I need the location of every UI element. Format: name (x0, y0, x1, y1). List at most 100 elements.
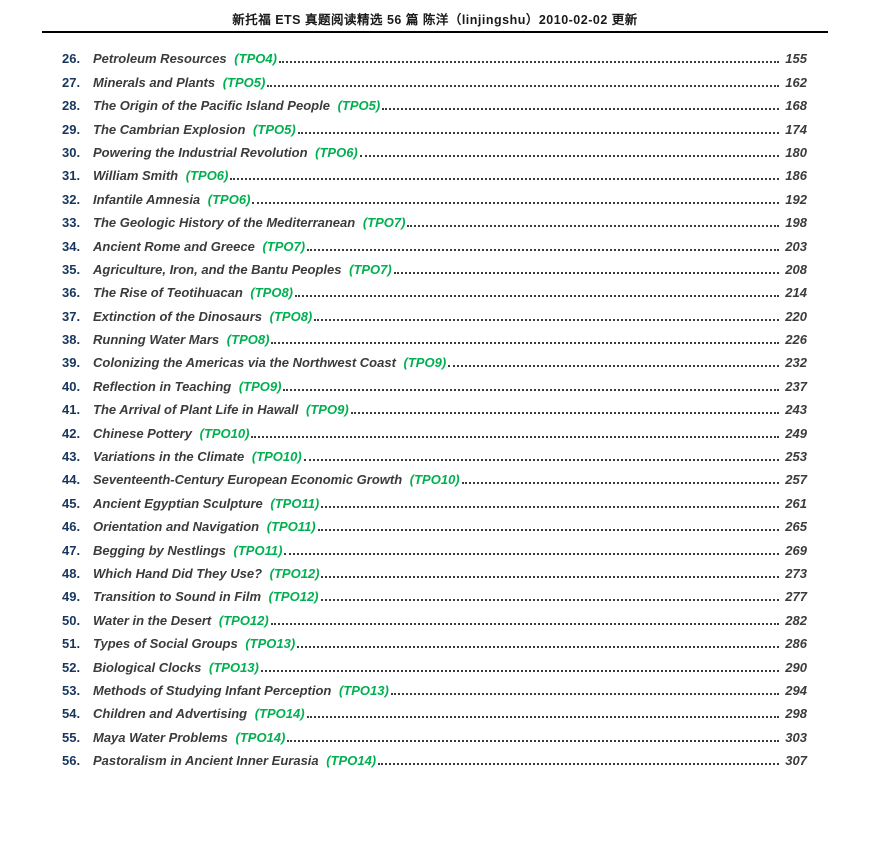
entry-page-number: 282 (785, 612, 807, 628)
entry-number: 53. (62, 682, 81, 698)
toc-entry-row[interactable]: 40. Reflection in Teaching (TPO9) 237 (62, 371, 807, 394)
entry-tpo-label: (TPO6) (207, 191, 251, 207)
toc-entry-row[interactable]: 44. Seventeenth-Century European Economi… (62, 465, 807, 488)
toc-entry-row[interactable]: 27. Minerals and Plants (TPO5) 162 (62, 67, 807, 90)
toc-entry-row[interactable]: 55. Maya Water Problems (TPO14) 303 (62, 722, 807, 745)
entry-tpo-label: (TPO7) (349, 261, 392, 277)
toc-entry-row[interactable]: 32. Infantile Amnesia (TPO6) 192 (62, 184, 807, 207)
entry-title-text: Ancient Rome and Greece (93, 238, 255, 254)
dotted-leader (295, 295, 779, 298)
entry-title-text: Colonizing the Americas via the Northwes… (93, 355, 396, 371)
toc-entry-row[interactable]: 49. Transition to Sound in Film (TPO12) … (62, 582, 807, 605)
entry-title-text: Reflection in Teaching (93, 378, 232, 394)
entry-title: Transition to Sound in Film (TPO12) (93, 589, 319, 605)
toc-entry-row[interactable]: 50. Water in the Desert (TPO12) 282 (62, 605, 807, 628)
dotted-leader (320, 599, 779, 602)
entry-title: Seventeenth-Century European Economic Gr… (93, 472, 460, 488)
entry-title-text: Extinction of the Dinosaurs (93, 308, 263, 324)
entry-tpo-label: (TPO9) (238, 378, 282, 394)
entry-number: 39. (62, 355, 81, 371)
entry-title: Powering the Industrial Revolution (TPO6… (93, 145, 358, 161)
toc-entry-row[interactable]: 51. Types of Social Groups (TPO13) 286 (62, 629, 807, 652)
toc-entry-row[interactable]: 45. Ancient Egyptian Sculpture (TPO11) 2… (62, 488, 807, 511)
entry-tpo-label: (TPO11) (270, 495, 320, 511)
entry-number: 30. (62, 144, 81, 160)
toc-list: 26. Petroleum Resources (TPO4) 155 27. M… (62, 44, 807, 769)
entry-page-number: 269 (785, 542, 807, 558)
entry-page-number: 232 (785, 355, 807, 371)
toc-entry-row[interactable]: 36. The Rise of Teotihuacan (TPO8) 214 (62, 278, 807, 301)
dotted-leader (407, 225, 779, 228)
entry-number: 27. (62, 74, 81, 90)
entry-number: 34. (62, 238, 81, 254)
toc-entry-row[interactable]: 42. Chinese Pottery (TPO10) 249 (62, 418, 807, 441)
entry-number: 49. (62, 589, 81, 605)
entry-title-text: Types of Social Groups (93, 636, 238, 652)
toc-entry-row[interactable]: 38. Running Water Mars (TPO8) 226 (62, 325, 807, 348)
toc-entry-row[interactable]: 29. The Cambrian Explosion (TPO5) 174 (62, 114, 807, 137)
document-header-title: 新托福 ETS 真题阅读精选 56 篇 陈洋（linjingshu）2010-0… (232, 13, 638, 27)
entry-page-number: 303 (785, 729, 807, 745)
entry-title: Petroleum Resources (TPO4) (93, 51, 277, 67)
toc-entry-row[interactable]: 26. Petroleum Resources (TPO4) 155 (62, 44, 807, 67)
toc-entry-row[interactable]: 30. Powering the Industrial Revolution (… (62, 138, 807, 161)
entry-page-number: 180 (785, 144, 807, 160)
entry-title-text: The Arrival of Plant Life in Hawall (93, 402, 299, 418)
entry-page-number: 168 (785, 98, 807, 114)
entry-tpo-label: (TPO11) (233, 542, 283, 558)
entry-tpo-label: (TPO8) (250, 285, 294, 301)
entry-title-text: Running Water Mars (93, 332, 220, 348)
toc-entry-row[interactable]: 35. Agriculture, Iron, and the Bantu Peo… (62, 255, 807, 278)
toc-entry-row[interactable]: 34. Ancient Rome and Greece (TPO7) 203 (62, 231, 807, 254)
toc-entry-row[interactable]: 53. Methods of Studying Infant Perceptio… (62, 676, 807, 699)
entry-page-number: 261 (785, 495, 807, 511)
toc-entry-row[interactable]: 48. Which Hand Did They Use? (TPO12) 273 (62, 559, 807, 582)
toc-entry-row[interactable]: 37. Extinction of the Dinosaurs (TPO8) 2… (62, 301, 807, 324)
entry-number: 56. (62, 753, 81, 769)
toc-entry-row[interactable]: 56. Pastoralism in Ancient Inner Eurasia… (62, 746, 807, 769)
entry-page-number: 220 (785, 308, 807, 324)
toc-entry-row[interactable]: 46. Orientation and Navigation (TPO11) 2… (62, 512, 807, 535)
entry-number: 32. (62, 191, 81, 207)
entry-title: The Rise of Teotihuacan (TPO8) (93, 285, 293, 301)
entry-title: Minerals and Plants (TPO5) (93, 75, 265, 91)
entry-page-number: 307 (785, 753, 807, 769)
toc-entry-row[interactable]: 31. William Smith (TPO6) 186 (62, 161, 807, 184)
entry-tpo-label: (TPO5) (222, 74, 266, 90)
dotted-leader (448, 365, 779, 368)
entry-number: 40. (62, 378, 81, 394)
entry-page-number: 186 (785, 168, 807, 184)
toc-entry-row[interactable]: 41. The Arrival of Plant Life in Hawall … (62, 395, 807, 418)
entry-number: 28. (62, 98, 81, 114)
dotted-leader (359, 154, 779, 157)
entry-number: 54. (62, 706, 81, 722)
toc-entry-row[interactable]: 52. Biological Clocks (TPO13) 290 (62, 652, 807, 675)
entry-number: 48. (62, 565, 81, 581)
entry-page-number: 243 (785, 402, 807, 418)
entry-number: 26. (62, 51, 81, 67)
entry-tpo-label: (TPO14) (235, 729, 286, 745)
entry-page-number: 162 (785, 74, 807, 90)
entry-title: Orientation and Navigation (TPO11) (93, 519, 316, 535)
toc-entry-row[interactable]: 47. Begging by Nestlings (TPO11) 269 (62, 535, 807, 558)
entry-page-number: 257 (785, 472, 807, 488)
entry-title: Agriculture, Iron, and the Bantu Peoples… (93, 262, 392, 278)
entry-title-text: Chinese Pottery (93, 425, 192, 441)
entry-page-number: 192 (785, 191, 807, 207)
toc-entry-row[interactable]: 33. The Geologic History of the Mediterr… (62, 208, 807, 231)
entry-page-number: 226 (785, 332, 807, 348)
entry-tpo-label: (TPO6) (315, 144, 358, 160)
toc-entry-row[interactable]: 43. Variations in the Climate (TPO10) 25… (62, 442, 807, 465)
dotted-leader (230, 178, 779, 181)
entry-title-text: Children and Advertising (93, 706, 248, 722)
toc-entry-row[interactable]: 28. The Origin of the Pacific Island Peo… (62, 91, 807, 114)
dotted-leader (321, 575, 779, 578)
entry-title: Maya Water Problems (TPO14) (93, 730, 285, 746)
toc-entry-row[interactable]: 54. Children and Advertising (TPO14) 298 (62, 699, 807, 722)
entry-page-number: 249 (785, 425, 807, 441)
toc-entry-row[interactable]: 39. Colonizing the Americas via the Nort… (62, 348, 807, 371)
entry-title: Ancient Egyptian Sculpture (TPO11) (93, 496, 319, 512)
dotted-leader (314, 318, 779, 321)
entry-title-text: Begging by Nestlings (93, 542, 226, 558)
entry-page-number: 208 (785, 261, 807, 277)
